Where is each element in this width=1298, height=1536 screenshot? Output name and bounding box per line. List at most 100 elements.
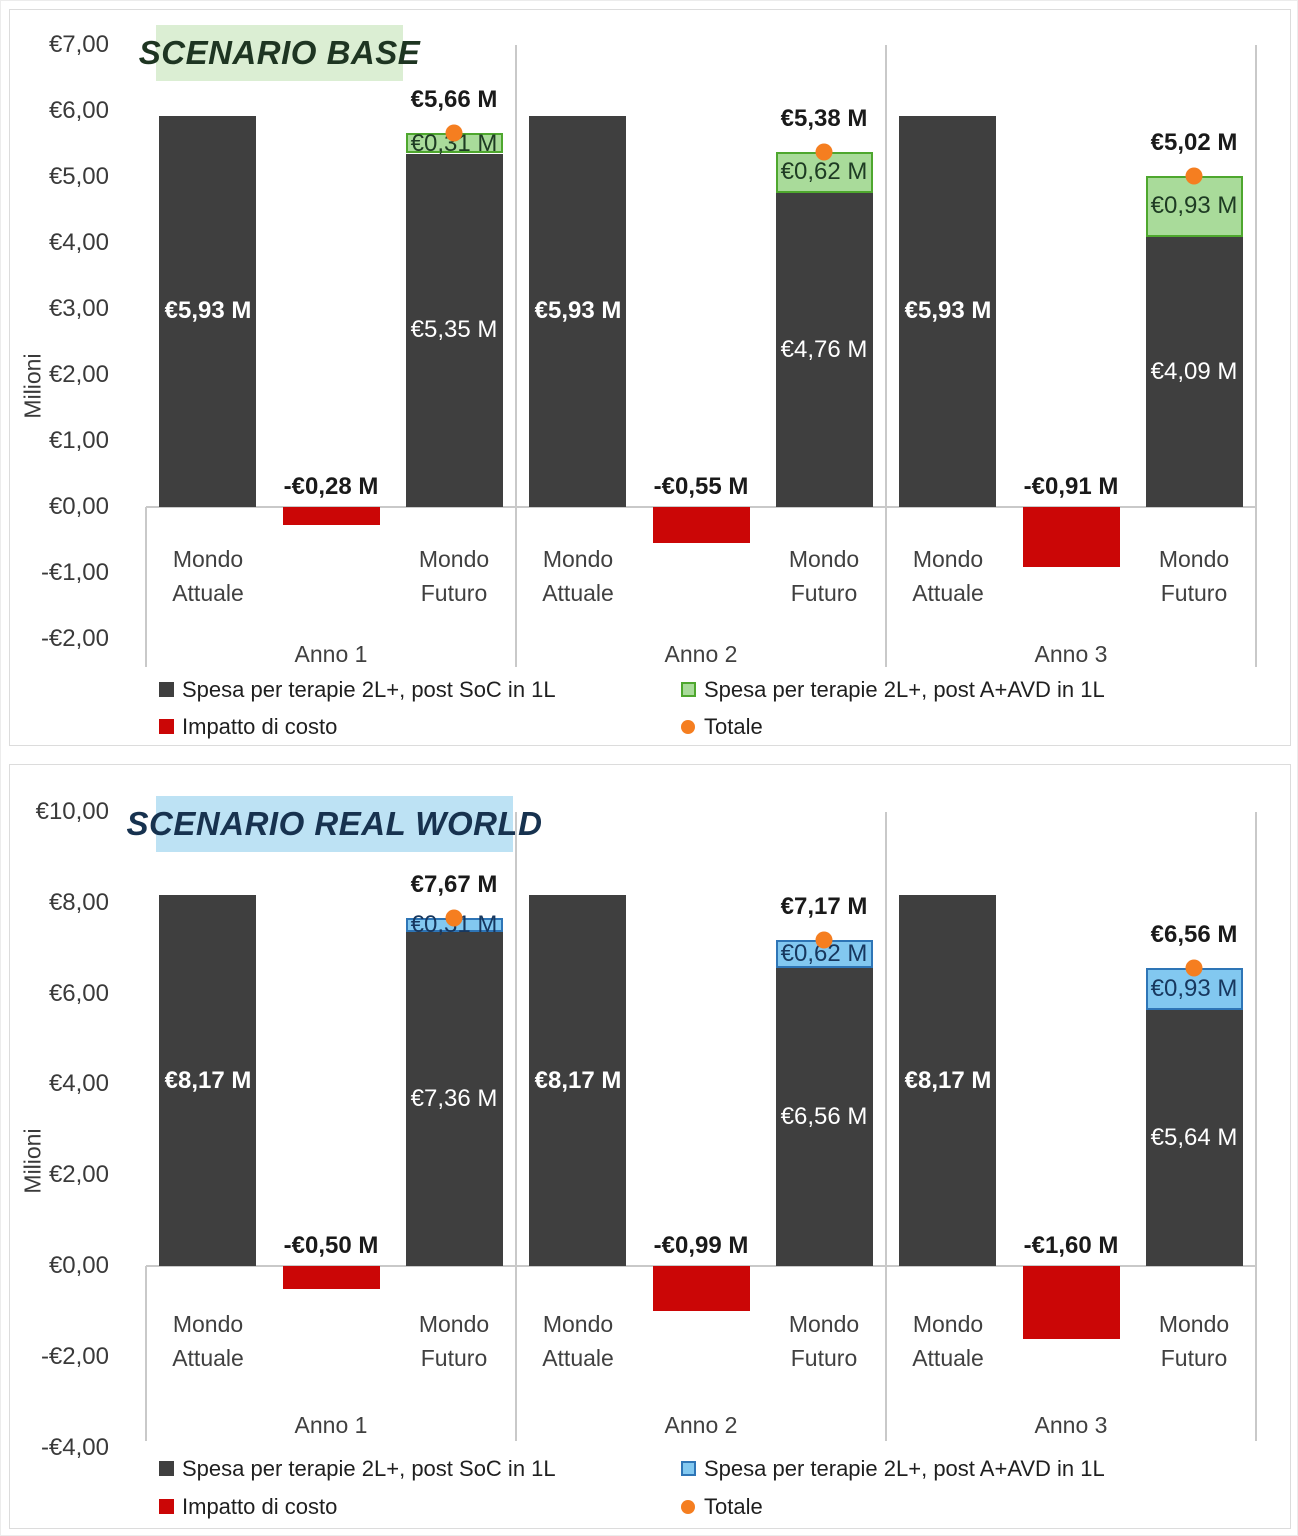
legend-label: Impatto di costo: [182, 1494, 338, 1519]
x-label-mondo-futuro: Mondo Futuro: [788, 1311, 860, 1371]
chart-title-badge: SCENARIO BASE: [139, 25, 420, 81]
legend-swatch-segment: [681, 682, 696, 697]
y-tick-label: €1,00: [48, 427, 109, 454]
y-tick-label: €5,00: [48, 163, 109, 190]
impatto-label: -€1,60 M: [1023, 1232, 1119, 1259]
x-label-mondo-futuro: Mondo Futuro: [788, 546, 860, 606]
y-tick-label: €8,00: [48, 889, 109, 916]
totale-marker: [445, 124, 463, 142]
x-label-mondo-attuale: Mondo Attuale: [542, 1311, 614, 1371]
y-tick-label: €4,00: [48, 229, 109, 256]
futuro-base-bar: [776, 968, 873, 1266]
x-label-mondo-futuro: Mondo Futuro: [1158, 546, 1230, 606]
legend-label: Spesa per terapie 2L+, post SoC in 1L: [182, 1456, 556, 1481]
group-separator-line: [515, 812, 517, 1441]
impatto-bar: [283, 507, 380, 525]
plot-right-line: [1255, 45, 1257, 667]
futuro-base-bar-label: €4,76 M: [780, 336, 868, 363]
impatto-bar: [653, 1266, 750, 1311]
group-separator-line: [515, 45, 517, 667]
y-tick-label: €4,00: [48, 1070, 109, 1097]
futuro-base-bar: [1146, 237, 1243, 507]
totale-marker: [1185, 167, 1203, 185]
legend-swatch-spesa: [159, 682, 174, 697]
legend-swatch-impatto: [159, 1499, 174, 1514]
x-label-mondo-futuro: Mondo Futuro: [1158, 1311, 1230, 1371]
futuro-base-bar-label: €7,36 M: [410, 1085, 498, 1112]
legend-label: Totale: [704, 1494, 763, 1519]
impatto-label: -€0,99 M: [653, 1232, 749, 1259]
y-tick-label: €0,00: [48, 1252, 109, 1279]
x-group-label: Anno 3: [1034, 641, 1108, 667]
x-label-mondo-attuale: Mondo Attuale: [542, 546, 614, 606]
y-tick-label: €2,00: [48, 361, 109, 388]
group-separator-line: [885, 45, 887, 667]
attuale-bar-label: €5,93 M: [164, 297, 252, 324]
futuro-base-bar-label: €5,35 M: [410, 316, 498, 343]
totale-marker: [815, 143, 833, 161]
futuro-base-bar-label: €4,09 M: [1150, 358, 1238, 385]
x-label-mondo-attuale: Mondo Attuale: [172, 546, 244, 606]
futuro-segment-bar: [776, 152, 873, 193]
group-separator-line: [885, 812, 887, 1441]
x-group-label: Anno 3: [1034, 1412, 1108, 1438]
impatto-label: -€0,55 M: [653, 473, 749, 500]
attuale-bar-label: €5,93 M: [534, 297, 622, 324]
attuale-bar: [529, 116, 626, 507]
x-label-mondo-attuale: Mondo Attuale: [912, 546, 984, 606]
attuale-bar-label: €8,17 M: [534, 1067, 622, 1094]
impatto-bar: [1023, 507, 1120, 567]
totale-label: €7,67 M: [410, 871, 498, 898]
attuale-bar-label: €8,17 M: [164, 1067, 252, 1094]
x-label-mondo-attuale: Mondo Attuale: [172, 1311, 244, 1371]
y-tick-label: -€2,00: [40, 1343, 109, 1370]
y-tick-label: €2,00: [48, 1161, 109, 1188]
totale-label: €7,17 M: [780, 893, 868, 920]
totale-marker: [1185, 959, 1203, 977]
y-tick-label: €0,00: [48, 493, 109, 520]
y-tick-label: €7,00: [48, 31, 109, 58]
legend-swatch-totale: [681, 1500, 695, 1514]
legend-label: Spesa per terapie 2L+, post SoC in 1L: [182, 677, 556, 702]
futuro-base-bar: [776, 193, 873, 507]
x-label-mondo-futuro: Mondo Futuro: [418, 1311, 490, 1371]
attuale-bar: [529, 895, 626, 1266]
impatto-label: -€0,91 M: [1023, 473, 1119, 500]
futuro-base-bar-label: €6,56 M: [780, 1103, 868, 1130]
totale-label: €5,66 M: [410, 86, 498, 113]
attuale-bar: [159, 895, 256, 1266]
totale-marker: [445, 909, 463, 927]
x-group-label: Anno 1: [294, 1412, 368, 1438]
y-tick-label: €10,00: [35, 798, 109, 825]
totale-label: €6,56 M: [1150, 921, 1238, 948]
category-axis-left-line: [145, 1266, 147, 1441]
y-tick-label: €6,00: [48, 97, 109, 124]
legend-label: Impatto di costo: [182, 714, 338, 739]
attuale-bar-label: €5,93 M: [904, 297, 992, 324]
x-group-label: Anno 2: [664, 1412, 738, 1438]
y-tick-label: -€4,00: [40, 1434, 109, 1461]
futuro-base-bar-label: €5,64 M: [1150, 1124, 1238, 1151]
impatto-label: -€0,50 M: [283, 1232, 379, 1259]
y-tick-label: €6,00: [48, 980, 109, 1007]
impatto-label: -€0,28 M: [283, 473, 379, 500]
futuro-segment-bar: [1146, 176, 1243, 237]
futuro-segment-label: €0,93 M: [1150, 192, 1238, 219]
impatto-bar: [283, 1266, 380, 1289]
attuale-bar: [899, 895, 996, 1266]
legend-swatch-segment: [681, 1461, 696, 1476]
totale-label: €5,02 M: [1150, 129, 1238, 156]
chart-title-badge: SCENARIO REAL WORLD: [127, 796, 542, 852]
x-group-label: Anno 1: [294, 641, 368, 667]
futuro-base-bar: [406, 154, 503, 507]
futuro-base-bar: [406, 932, 503, 1266]
totale-label: €5,38 M: [780, 105, 868, 132]
x-label-mondo-attuale: Mondo Attuale: [912, 1311, 984, 1371]
category-axis-left-line: [145, 507, 147, 667]
y-tick-label: €3,00: [48, 295, 109, 322]
legend-swatch-spesa: [159, 1461, 174, 1476]
legend-swatch-impatto: [159, 719, 174, 734]
totale-marker: [815, 931, 833, 949]
impatto-bar: [653, 507, 750, 543]
